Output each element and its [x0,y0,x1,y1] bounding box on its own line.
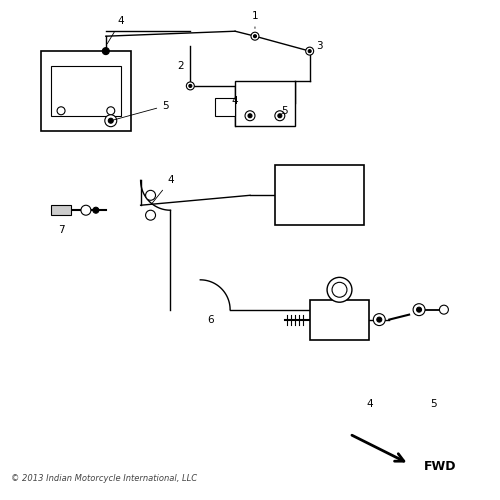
Circle shape [146,210,156,220]
Circle shape [189,84,192,87]
Circle shape [377,317,382,322]
Text: 3: 3 [316,41,323,51]
Text: 5: 5 [114,101,169,120]
Circle shape [93,207,99,213]
Bar [235,81,295,126]
Text: 5: 5 [430,399,438,409]
Circle shape [332,282,347,297]
Text: FWD: FWD [424,460,456,473]
Circle shape [440,305,448,314]
Bar [51,205,71,215]
Text: 4: 4 [366,399,372,409]
Bar [310,300,370,340]
Circle shape [107,107,115,115]
Circle shape [254,34,256,37]
Text: 1: 1 [252,12,258,28]
Circle shape [186,82,194,90]
Text: 5: 5 [282,106,288,116]
Circle shape [275,111,285,120]
Bar [275,166,364,225]
Circle shape [306,47,314,55]
Bar [215,98,235,116]
Circle shape [146,190,156,200]
Text: © 2013 Indian Motorcycle International, LLC: © 2013 Indian Motorcycle International, … [12,474,198,483]
Circle shape [374,314,385,326]
Text: 4: 4 [232,96,238,106]
Text: 4: 4 [152,176,174,203]
Circle shape [248,114,252,117]
Circle shape [105,115,117,126]
Bar [41,51,130,130]
Text: 4: 4 [107,16,124,44]
Circle shape [278,114,282,117]
Circle shape [102,48,110,54]
Text: 2: 2 [177,61,184,71]
Circle shape [416,307,422,312]
Circle shape [413,304,425,316]
Text: 6: 6 [207,314,214,324]
Circle shape [245,111,255,120]
Circle shape [308,50,311,52]
Circle shape [108,118,114,123]
Bar [51,66,120,116]
Text: 7: 7 [58,225,64,235]
Circle shape [57,107,65,115]
Circle shape [327,278,352,302]
Circle shape [251,32,259,40]
Circle shape [81,205,91,215]
